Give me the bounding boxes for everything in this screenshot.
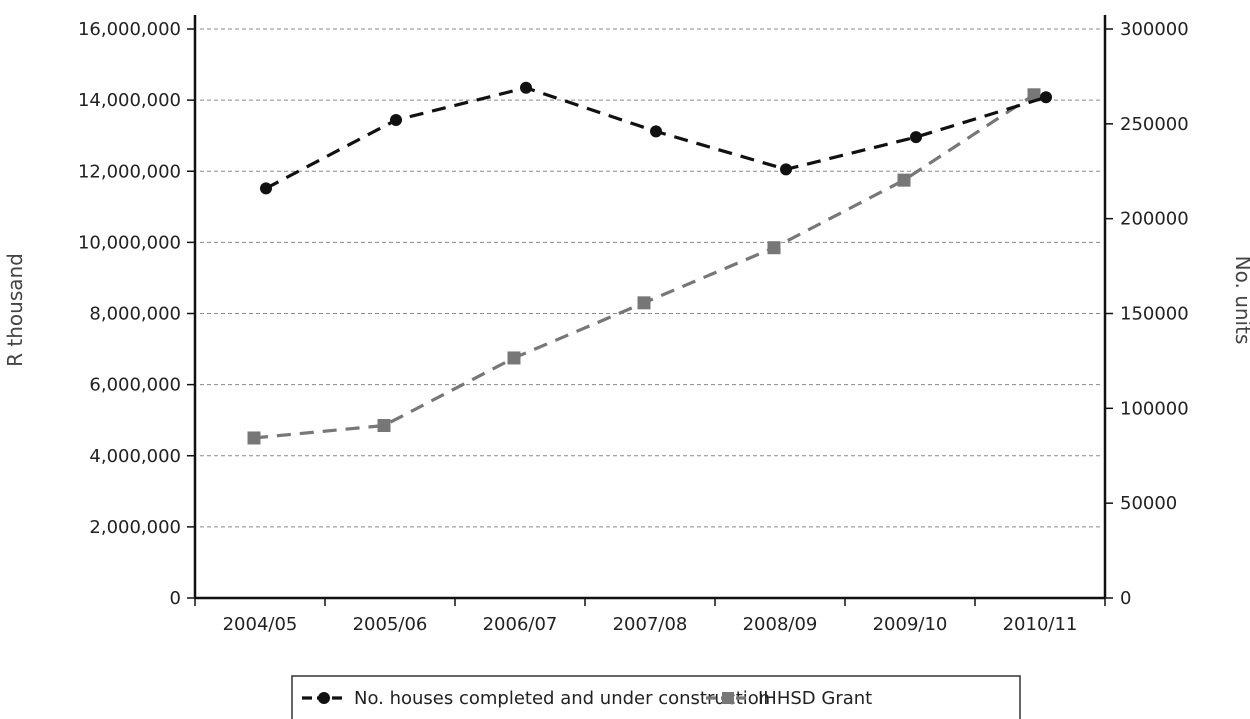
- left-tick-label: 10,000,000: [78, 232, 181, 253]
- x-tick-label: 2005/06: [353, 614, 428, 635]
- left-tick-label: 6,000,000: [89, 375, 181, 396]
- right-tick-label: 200000: [1120, 209, 1189, 230]
- left-tick-label: 16,000,000: [78, 19, 181, 40]
- gridlines: [200, 28, 1100, 528]
- houses-marker: [650, 125, 662, 138]
- houses-marker: [1040, 91, 1052, 104]
- left-tick-label: 4,000,000: [89, 446, 181, 467]
- legend-box: [291, 675, 1021, 719]
- right-tick-label: 100000: [1120, 398, 1189, 419]
- left-y-ticks: 0 2,000,000 4,000,000 6,000,000 8,000,000 10,…: [78, 19, 195, 609]
- right-y-ticks: 0 50000 100000 150000 200000 250000 300000: [1105, 19, 1189, 609]
- left-axis-title: R thousand: [3, 253, 27, 367]
- ihhsd-grant-marker: [897, 173, 911, 187]
- houses-marker: [260, 182, 272, 195]
- right-tick-label: 0: [1120, 588, 1131, 609]
- right-tick-label: 50000: [1120, 493, 1177, 514]
- ihhsd-grant-marker: [767, 241, 781, 255]
- houses-marker: [910, 131, 922, 144]
- ihhsd-grant-marker: [377, 419, 391, 433]
- legend: No. houses completed and under construct…: [291, 675, 1021, 719]
- legend-label-houses: No. houses completed and under construct…: [354, 688, 770, 709]
- left-tick-label: 2,000,000: [89, 517, 181, 538]
- series-layer: [247, 81, 1052, 445]
- ihhsd-grant-marker: [1027, 88, 1041, 102]
- legend-marker-ihhsd-grant: [722, 692, 734, 704]
- houses-marker: [780, 163, 792, 176]
- ihhsd-grant-marker: [507, 351, 521, 365]
- x-tick-label: 2007/08: [613, 614, 688, 635]
- x-tick-label: 2009/10: [873, 614, 948, 635]
- x-ticks: 2004/05 2005/06 2006/07 2007/08 2008/09 2009/…: [194, 598, 1106, 635]
- left-tick-label: 14,000,000: [78, 90, 181, 111]
- right-axis-title: No. units: [1231, 256, 1250, 345]
- legend-label-ihhsd-grant: IHHSD Grant: [758, 688, 872, 709]
- right-tick-label: 250000: [1120, 114, 1189, 135]
- houses-marker: [520, 81, 532, 94]
- x-tick-label: 2010/11: [1003, 614, 1078, 635]
- axes: [193, 15, 1107, 600]
- left-tick-label: 0: [170, 588, 181, 609]
- x-tick-label: 2006/07: [483, 614, 558, 635]
- left-tick-label: 12,000,000: [78, 161, 181, 182]
- ihhsd-grant-line: [253, 93, 1035, 440]
- x-tick-label: 2004/05: [223, 614, 298, 635]
- left-tick-label: 8,000,000: [89, 304, 181, 325]
- x-tick-label: 2008/09: [743, 614, 818, 635]
- ihhsd-grant-marker: [247, 431, 261, 445]
- right-tick-label: 300000: [1120, 19, 1189, 40]
- houses-marker: [390, 114, 402, 127]
- right-tick-label: 150000: [1120, 304, 1189, 325]
- ihhsd-grant-marker: [637, 296, 651, 310]
- houses-line: [265, 86, 1047, 190]
- legend-marker-houses: [318, 692, 330, 704]
